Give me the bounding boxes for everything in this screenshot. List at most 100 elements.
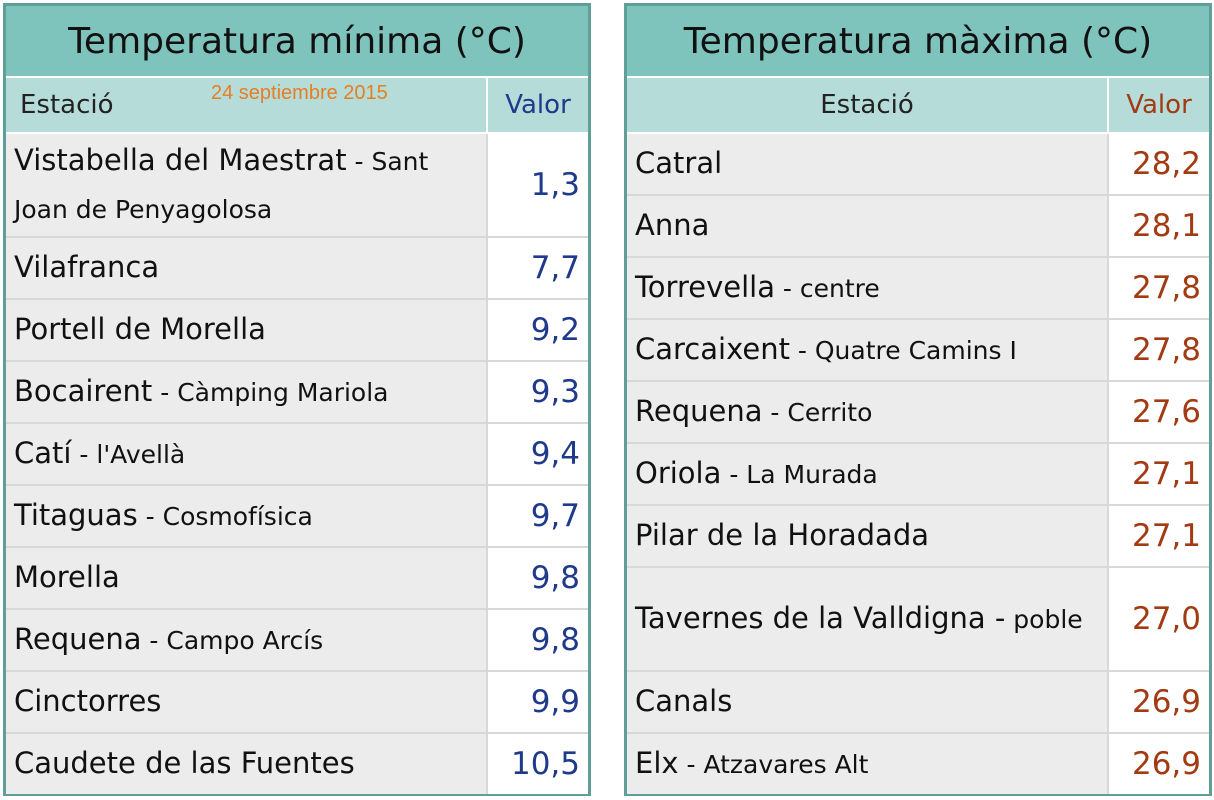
station-text: Pilar de la Horadada <box>635 512 929 560</box>
temperature-value: 27,8 <box>1109 320 1209 380</box>
table-row: Requena - Cerrito 27,6 <box>627 382 1209 444</box>
max-col-value-header: Valor <box>1126 90 1192 120</box>
table-row: Caudete de las Fuentes 10,5 <box>6 734 588 794</box>
temperature-value: 9,9 <box>488 672 588 732</box>
table-row: Cinctorres 9,9 <box>6 672 588 734</box>
station-cell: Requena - Campo Arcís <box>6 610 488 670</box>
station-name: Oriola <box>635 456 722 490</box>
station-name: Torrevella <box>635 270 775 304</box>
station-subname: - Quatre Camins I <box>789 336 1017 365</box>
min-table-body: Vistabella del Maestrat - Sant Joan de P… <box>6 134 588 794</box>
table-row: Catral 28,2 <box>627 134 1209 196</box>
temperature-value: 27,1 <box>1109 444 1209 504</box>
temperature-value: 9,7 <box>488 486 588 546</box>
table-row: Portell de Morella 9,2 <box>6 300 588 362</box>
temperature-value: 7,7 <box>488 238 588 298</box>
station-cell: Tavernes de la Valldigna - poble <box>627 568 1109 670</box>
date-label: 24 septiembre 2015 <box>211 82 388 104</box>
station-cell: Carcaixent - Quatre Camins I <box>627 320 1109 380</box>
table-row: Tavernes de la Valldigna - poble 27,0 <box>627 568 1209 672</box>
station-subname: - Cerrito <box>762 398 873 427</box>
station-name: Tavernes de la Valldigna - <box>635 601 1006 635</box>
station-name: Vistabella del Maestrat <box>14 143 347 177</box>
table-row: Elx - Atzavares Alt 26,9 <box>627 734 1209 794</box>
station-name: Catí <box>14 436 72 470</box>
station-text: Elx - Atzavares Alt <box>635 740 868 788</box>
table-row: Oriola - La Murada 27,1 <box>627 444 1209 506</box>
table-row: Carcaixent - Quatre Camins I 27,8 <box>627 320 1209 382</box>
table-row: Vistabella del Maestrat - Sant Joan de P… <box>6 134 588 238</box>
station-name: Morella <box>14 560 120 594</box>
station-text: Requena - Campo Arcís <box>14 616 323 664</box>
max-col-station-header: Estació <box>627 78 1109 132</box>
station-cell: Anna <box>627 196 1109 256</box>
min-temperature-table: Temperatura mínima (°C) Estació Valor 24… <box>3 3 591 796</box>
station-text: Carcaixent - Quatre Camins I <box>635 326 1017 374</box>
station-text: Tavernes de la Valldigna - poble <box>635 595 1083 643</box>
station-subname: - La Murada <box>721 460 878 489</box>
temperature-value: 1,3 <box>488 134 588 236</box>
station-name: Bocairent <box>14 374 153 408</box>
temperature-value: 28,2 <box>1109 134 1209 194</box>
station-text: Vilafranca <box>14 244 159 292</box>
min-table-title: Temperatura mínima (°C) <box>6 6 588 78</box>
station-cell: Vilafranca <box>6 238 488 298</box>
station-text: Catí - l'Avellà <box>14 430 185 478</box>
station-text: Requena - Cerrito <box>635 388 872 436</box>
max-table-body: Catral 28,2 Anna 28,1 Torrevella - centre 27,… <box>627 134 1209 794</box>
station-text: Oriola - La Murada <box>635 450 878 498</box>
temperature-value: 26,9 <box>1109 672 1209 732</box>
station-name: Catral <box>635 146 723 180</box>
station-cell: Portell de Morella <box>6 300 488 360</box>
station-text: Morella <box>14 554 120 602</box>
station-subname: poble <box>1005 605 1083 634</box>
table-row: Requena - Campo Arcís 9,8 <box>6 610 588 672</box>
temperature-value: 27,1 <box>1109 506 1209 566</box>
temperature-value: 9,8 <box>488 610 588 670</box>
station-name: Requena <box>14 622 142 656</box>
temperature-value: 27,8 <box>1109 258 1209 318</box>
station-text: Catral <box>635 140 722 188</box>
station-text: Cinctorres <box>14 678 161 726</box>
station-subname: - Càmping Mariola <box>152 378 389 407</box>
table-row: Pilar de la Horadada 27,1 <box>627 506 1209 568</box>
table-row: Morella 9,8 <box>6 548 588 610</box>
station-name: Portell de Morella <box>14 312 266 346</box>
temperature-value: 26,9 <box>1109 734 1209 794</box>
table-row: Canals 26,9 <box>627 672 1209 734</box>
station-name: Pilar de la Horadada <box>635 518 929 552</box>
station-name: Requena <box>635 394 763 428</box>
station-text: Caudete de las Fuentes <box>14 740 355 788</box>
station-cell: Pilar de la Horadada <box>627 506 1109 566</box>
station-text: Bocairent - Càmping Mariola <box>14 368 389 416</box>
temperature-value: 27,6 <box>1109 382 1209 442</box>
station-cell: Vistabella del Maestrat - Sant Joan de P… <box>6 134 488 236</box>
station-cell: Requena - Cerrito <box>627 382 1109 442</box>
max-table-header: Estació Valor <box>627 78 1209 134</box>
station-cell: Bocairent - Càmping Mariola <box>6 362 488 422</box>
station-cell: Catí - l'Avellà <box>6 424 488 484</box>
temperature-value: 9,8 <box>488 548 588 608</box>
station-name: Titaguas <box>14 498 138 532</box>
station-name: Canals <box>635 684 733 718</box>
table-row: Catí - l'Avellà 9,4 <box>6 424 588 486</box>
temperature-value: 27,0 <box>1109 568 1209 670</box>
table-row: Bocairent - Càmping Mariola 9,3 <box>6 362 588 424</box>
station-name: Anna <box>635 208 710 242</box>
station-subname: - Atzavares Alt <box>678 750 869 779</box>
min-col-value-header: Valor <box>505 90 571 120</box>
station-text: Titaguas - Cosmofísica <box>14 492 313 540</box>
station-name: Elx <box>635 746 679 780</box>
min-table-header: Estació Valor 24 septiembre 2015 <box>6 78 588 134</box>
temperature-value: 10,5 <box>488 734 588 794</box>
station-text: Anna <box>635 202 709 250</box>
station-cell: Torrevella - centre <box>627 258 1109 318</box>
station-subname: - Sant Joan de Penyagolosa <box>14 147 429 224</box>
table-row: Vilafranca 7,7 <box>6 238 588 300</box>
station-cell: Canals <box>627 672 1109 732</box>
station-name: Caudete de las Fuentes <box>14 746 355 780</box>
station-cell: Cinctorres <box>6 672 488 732</box>
max-temperature-table: Temperatura màxima (°C) Estació Valor Ca… <box>624 3 1212 796</box>
station-name: Vilafranca <box>14 250 160 284</box>
station-cell: Elx - Atzavares Alt <box>627 734 1109 794</box>
